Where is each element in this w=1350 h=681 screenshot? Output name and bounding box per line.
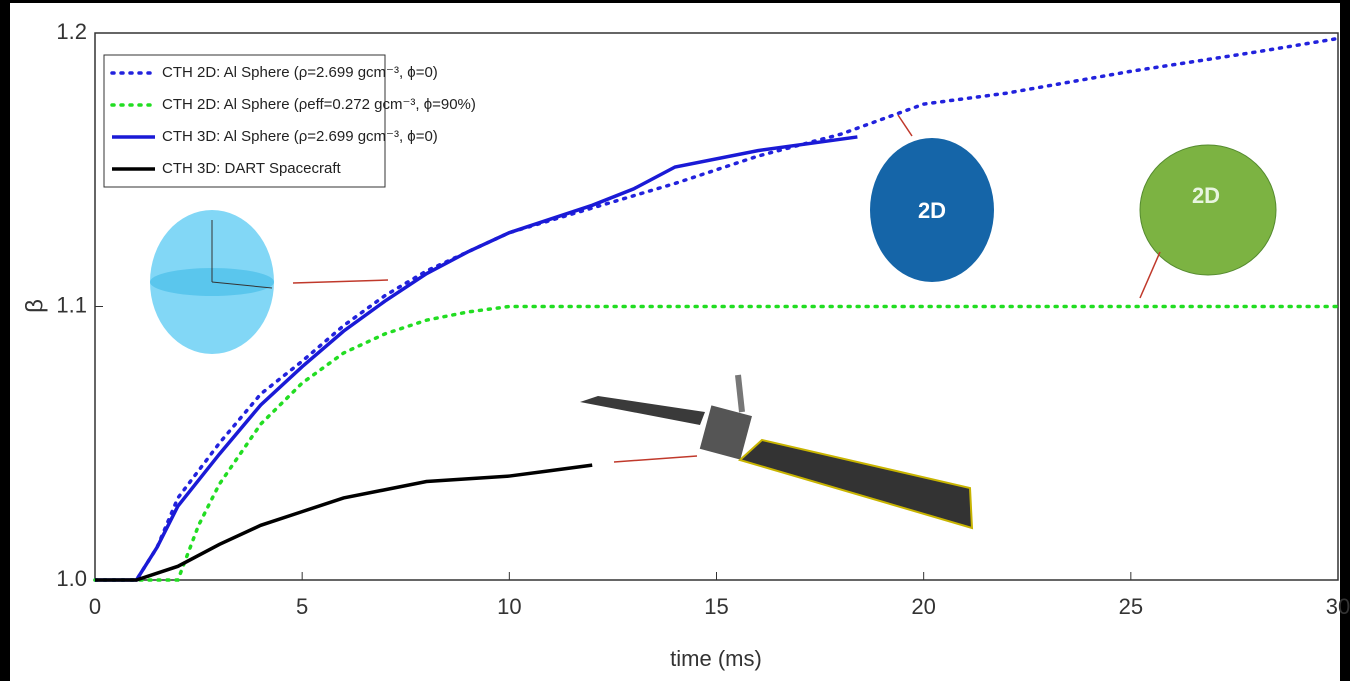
spacecraft-image — [580, 374, 974, 530]
x-tick-label: 25 — [1119, 594, 1143, 619]
x-tick-label: 10 — [497, 594, 521, 619]
legend-label: CTH 2D: Al Sphere (ρ=2.699 gcm⁻³, ϕ=0) — [162, 64, 438, 81]
arrow — [1139, 251, 1161, 299]
series-line — [93, 36, 1340, 582]
arrow — [613, 455, 698, 463]
arrow — [897, 114, 913, 137]
legend-box — [103, 54, 386, 188]
arrow — [292, 279, 389, 284]
sphere-image — [150, 210, 274, 354]
x-axis-label: time (ms) — [670, 646, 762, 671]
legend-label: CTH 3D: Al Sphere (ρ=2.699 gcm⁻³, ϕ=0) — [162, 128, 438, 145]
y-tick-label: 1.2 — [56, 19, 87, 44]
series-line — [95, 463, 593, 582]
x-tick-label: 20 — [911, 594, 935, 619]
annotation: 2D — [1192, 183, 1220, 208]
x-tick-label: 5 — [296, 594, 308, 619]
y-tick-label: 1.0 — [56, 566, 87, 591]
legend: CTH 2D: Al Sphere (ρ=2.699 gcm⁻³, ϕ=0) CT… — [103, 54, 476, 188]
legend-label: CTH 3D: DART Spacecraft — [162, 160, 341, 177]
y-tick-label: 1.1 — [56, 292, 87, 317]
y-axis-label: β — [21, 299, 48, 313]
2d-disk — [870, 138, 994, 282]
series-line — [93, 304, 1340, 582]
legend-label: CTH 2D: Al Sphere (ρeff=0.272 gcm⁻³, ϕ=9… — [162, 96, 476, 113]
series-line — [95, 135, 858, 582]
x-tick-label: 30 — [1326, 594, 1350, 619]
annotation: 2D — [918, 198, 946, 223]
x-tick-label: 0 — [89, 594, 101, 619]
x-tick-label: 15 — [704, 594, 728, 619]
2d-porous-disk — [1139, 144, 1277, 276]
